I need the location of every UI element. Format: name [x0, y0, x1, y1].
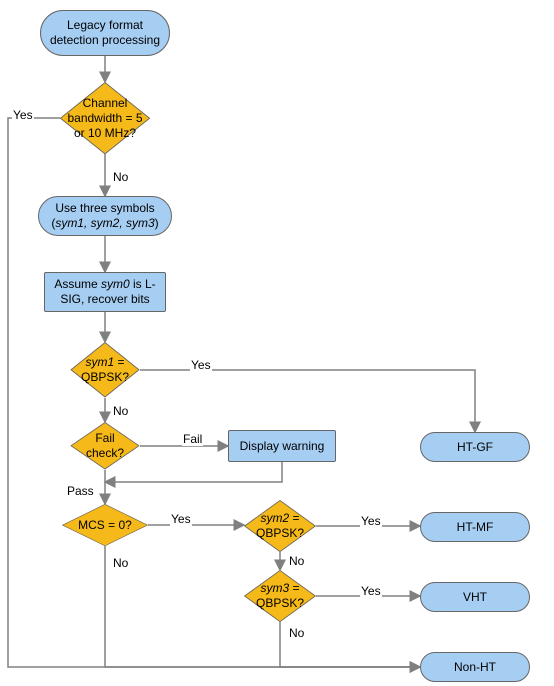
edge-label: Pass [66, 484, 95, 498]
edge [140, 370, 475, 432]
node-bw: Channel bandwidth = 5 or 10 MHz? [60, 82, 150, 154]
edge-label: No [112, 404, 129, 418]
node-mcs: MCS = 0? [62, 504, 148, 546]
node-assume: Assume sym0 is L-SIG, recover bits [44, 272, 166, 312]
node-label: HT-GF [457, 440, 493, 455]
edge-label: Yes [190, 358, 212, 372]
node-label: sym2 = QBPSK? [244, 511, 316, 541]
node-label: Channel bandwidth = 5 or 10 MHz? [60, 96, 150, 141]
node-label: Non-HT [454, 660, 496, 675]
node-start: Legacy format detection processing [40, 10, 170, 56]
node-sym1: sym1 = QBPSK? [70, 342, 140, 398]
node-label: sym3 = QBPSK? [244, 581, 316, 611]
edge-label: Fail [182, 432, 203, 446]
edge-label: Yes [360, 514, 382, 528]
node-use3: Use three symbols (sym1, sym2, sym3) [38, 196, 172, 236]
node-label: sym1 = QBPSK? [70, 355, 140, 385]
node-fail: Fail check? [70, 422, 140, 470]
edge-label: No [112, 170, 129, 184]
edge-label: No [112, 556, 129, 570]
node-label: MCS = 0? [72, 518, 138, 533]
node-label: Display warning [240, 439, 325, 454]
node-nonht: Non-HT [420, 652, 530, 682]
node-label: Use three symbols (sym1, sym2, sym3) [47, 201, 163, 231]
node-label: Fail check? [70, 431, 140, 461]
edge-label: Yes [12, 108, 34, 122]
edge-label: No [288, 554, 305, 568]
node-vht: VHT [420, 582, 530, 612]
edge-label: No [288, 626, 305, 640]
node-sym2: sym2 = QBPSK? [244, 500, 316, 552]
node-sym3: sym3 = QBPSK? [244, 570, 316, 622]
node-htmf: HT-MF [420, 512, 530, 542]
edge-label: Yes [170, 512, 192, 526]
node-label: Legacy format detection processing [49, 18, 161, 48]
node-htgf: HT-GF [420, 432, 530, 462]
node-warn: Display warning [228, 430, 336, 462]
edge-label: Yes [360, 584, 382, 598]
node-label: VHT [463, 590, 487, 605]
node-label: Assume sym0 is L-SIG, recover bits [51, 277, 159, 307]
node-label: HT-MF [457, 520, 494, 535]
